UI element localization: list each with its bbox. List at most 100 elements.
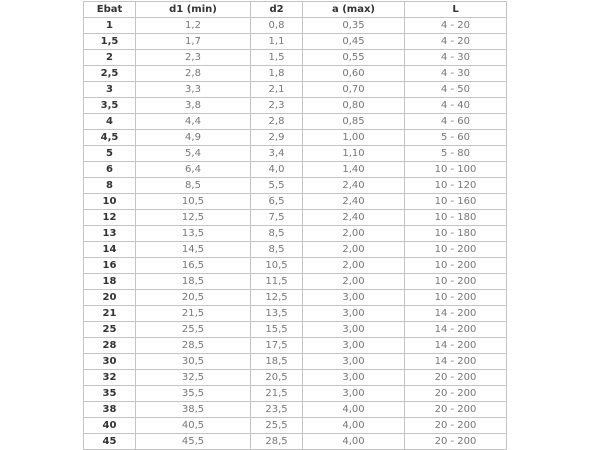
cell-length: 10 - 180 [404, 225, 507, 242]
cell-size: 18 [83, 273, 136, 290]
table-row: 14 14,5 8,5 2,00 10 - 200 [83, 241, 507, 258]
cell-d2: 0,8 [250, 17, 303, 34]
cell-size: 4,5 [83, 129, 136, 146]
cell-size: 1,5 [83, 33, 136, 50]
table-row: 2 2,3 1,5 0,55 4 - 30 [83, 49, 507, 66]
cell-size: 45 [83, 433, 136, 450]
cell-length: 10 - 180 [404, 209, 507, 226]
table-row: 1,5 1,7 1,1 0,45 4 - 20 [83, 33, 507, 50]
cell-size: 6 [83, 161, 136, 178]
cell-d2: 2,8 [250, 113, 303, 130]
cell-d2: 23,5 [250, 401, 303, 418]
cell-d2: 5,5 [250, 177, 303, 194]
cell-d2: 25,5 [250, 417, 303, 434]
table-row: 16 16,5 10,5 2,00 10 - 200 [83, 257, 507, 274]
cell-a-max: 0,85 [302, 113, 405, 130]
table-row: 21 21,5 13,5 3,00 14 - 200 [83, 305, 507, 322]
table-row: 32 32,5 20,5 3,00 20 - 200 [83, 369, 507, 386]
cell-a-max: 4,00 [302, 401, 405, 418]
table-row: 2,5 2,8 1,8 0,60 4 - 30 [83, 65, 507, 82]
cell-d2: 1,5 [250, 49, 303, 66]
cell-d1-min: 20,5 [135, 289, 251, 306]
cell-a-max: 2,00 [302, 241, 405, 258]
column-header-a-max: a (max) [302, 1, 405, 18]
cell-d2: 11,5 [250, 273, 303, 290]
table-row: 35 35,5 21,5 3,00 20 - 200 [83, 385, 507, 402]
table-row: 20 20,5 12,5 3,00 10 - 200 [83, 289, 507, 306]
cell-d1-min: 4,4 [135, 113, 251, 130]
cell-size: 28 [83, 337, 136, 354]
cell-d1-min: 40,5 [135, 417, 251, 434]
cell-length: 10 - 200 [404, 273, 507, 290]
cell-d2: 21,5 [250, 385, 303, 402]
cell-a-max: 1,10 [302, 145, 405, 162]
cell-length: 5 - 60 [404, 129, 507, 146]
cell-d2: 8,5 [250, 225, 303, 242]
cell-a-max: 3,00 [302, 305, 405, 322]
cell-d2: 2,3 [250, 97, 303, 114]
cell-d1-min: 30,5 [135, 353, 251, 370]
cell-d1-min: 2,8 [135, 65, 251, 82]
cell-d1-min: 28,5 [135, 337, 251, 354]
cell-d1-min: 18,5 [135, 273, 251, 290]
cell-length: 4 - 50 [404, 81, 507, 98]
table-row: 40 40,5 25,5 4,00 20 - 200 [83, 417, 507, 434]
cell-length: 4 - 30 [404, 49, 507, 66]
column-header-d1-min: d1 (min) [135, 1, 251, 18]
table-row: 3,5 3,8 2,3 0,80 4 - 40 [83, 97, 507, 114]
cell-d1-min: 3,8 [135, 97, 251, 114]
column-header-size: Ebat [83, 1, 136, 18]
table-row: 1 1,2 0,8 0,35 4 - 20 [83, 17, 507, 34]
cell-a-max: 4,00 [302, 417, 405, 434]
table-row: 4 4,4 2,8 0,85 4 - 60 [83, 113, 507, 130]
cell-size: 5 [83, 145, 136, 162]
cell-size: 35 [83, 385, 136, 402]
cell-size: 1 [83, 17, 136, 34]
cell-length: 10 - 120 [404, 177, 507, 194]
cell-d2: 15,5 [250, 321, 303, 338]
cell-length: 10 - 100 [404, 161, 507, 178]
cell-d2: 1,1 [250, 33, 303, 50]
cell-d2: 1,8 [250, 65, 303, 82]
table-row: 6 6,4 4,0 1,40 10 - 100 [83, 161, 507, 178]
cell-size: 12 [83, 209, 136, 226]
table-row: 10 10,5 6,5 2,40 10 - 160 [83, 193, 507, 210]
cell-length: 5 - 80 [404, 145, 507, 162]
cell-a-max: 2,00 [302, 273, 405, 290]
cell-d1-min: 14,5 [135, 241, 251, 258]
cell-a-max: 0,70 [302, 81, 405, 98]
cell-d2: 20,5 [250, 369, 303, 386]
cell-length: 14 - 200 [404, 305, 507, 322]
cell-size: 38 [83, 401, 136, 418]
cell-size: 16 [83, 257, 136, 274]
cell-d1-min: 32,5 [135, 369, 251, 386]
cell-size: 10 [83, 193, 136, 210]
cell-size: 25 [83, 321, 136, 338]
cell-a-max: 0,80 [302, 97, 405, 114]
cell-a-max: 1,40 [302, 161, 405, 178]
cell-size: 2 [83, 49, 136, 66]
cell-a-max: 4,00 [302, 433, 405, 450]
cell-length: 20 - 200 [404, 417, 507, 434]
cell-a-max: 2,00 [302, 225, 405, 242]
table-row: 38 38,5 23,5 4,00 20 - 200 [83, 401, 507, 418]
cell-a-max: 2,40 [302, 177, 405, 194]
cell-size: 13 [83, 225, 136, 242]
cell-d1-min: 2,3 [135, 49, 251, 66]
table-row: 5 5,4 3,4 1,10 5 - 80 [83, 145, 507, 162]
table-row: 4,5 4,9 2,9 1,00 5 - 60 [83, 129, 507, 146]
cell-d2: 6,5 [250, 193, 303, 210]
table-row: 28 28,5 17,5 3,00 14 - 200 [83, 337, 507, 354]
cell-d1-min: 3,3 [135, 81, 251, 98]
column-header-length: L [404, 1, 507, 18]
cell-d2: 2,1 [250, 81, 303, 98]
cell-length: 4 - 40 [404, 97, 507, 114]
cell-d1-min: 21,5 [135, 305, 251, 322]
cell-a-max: 3,00 [302, 289, 405, 306]
cell-size: 3,5 [83, 97, 136, 114]
cell-length: 4 - 20 [404, 33, 507, 50]
cell-length: 10 - 200 [404, 241, 507, 258]
cell-d2: 13,5 [250, 305, 303, 322]
cell-d2: 12,5 [250, 289, 303, 306]
cell-size: 14 [83, 241, 136, 258]
